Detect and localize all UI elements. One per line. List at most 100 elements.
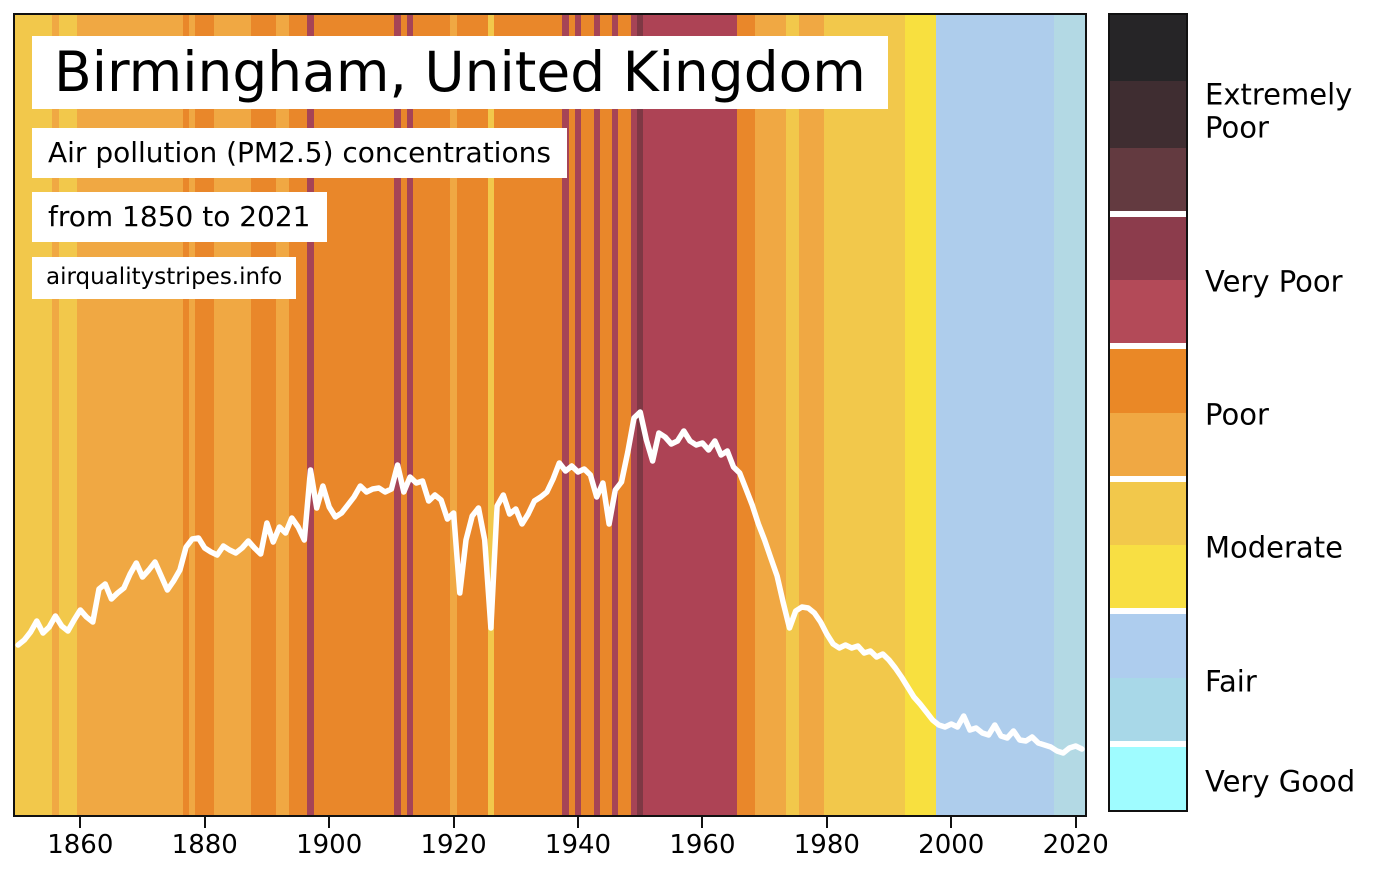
- year-stripe-1919: [444, 15, 452, 815]
- year-stripe-1882: [214, 15, 221, 815]
- year-stripe-1932: [525, 15, 532, 815]
- year-stripe-2014: [1035, 15, 1043, 815]
- year-stripe-2013: [1029, 15, 1036, 815]
- year-stripe-1903: [344, 15, 352, 815]
- chart-subtitle: Air pollution (PM2.5) concentrations: [32, 128, 567, 178]
- x-tick-mark-1920: [452, 817, 455, 828]
- year-stripe-2008: [997, 15, 1005, 815]
- year-stripe-1935: [543, 15, 551, 815]
- year-stripe-1957: [680, 15, 688, 815]
- year-stripe-1892: [276, 15, 284, 815]
- source-url: airqualitystripes.info: [32, 257, 297, 299]
- year-stripe-1871: [145, 15, 153, 815]
- year-stripe-1961: [705, 15, 713, 815]
- year-stripe-1999: [941, 15, 949, 815]
- year-stripe-1973: [780, 15, 787, 815]
- year-stripe-1945: [605, 15, 613, 815]
- year-stripe-1984: [848, 15, 856, 815]
- year-stripe-1993: [904, 15, 912, 815]
- year-stripe-1926: [487, 15, 495, 815]
- year-stripe-1965: [730, 15, 738, 815]
- colorbar-segment-5: [1110, 346, 1186, 413]
- year-stripe-1920: [450, 15, 458, 815]
- colorbar-segment-2: [1110, 147, 1186, 214]
- year-stripe-1897: [307, 15, 315, 815]
- year-stripe-1986: [861, 15, 868, 815]
- year-stripe-1878: [189, 15, 196, 815]
- year-stripe-1964: [724, 15, 731, 815]
- legend-label-moderate: Moderate: [1205, 530, 1343, 565]
- year-stripe-1981: [829, 15, 837, 815]
- year-stripe-1972: [773, 15, 781, 815]
- year-stripe-1967: [742, 15, 750, 815]
- year-stripe-1888: [251, 15, 259, 815]
- year-stripe-1912: [400, 15, 408, 815]
- year-stripe-1940: [574, 15, 582, 815]
- year-stripe-2016: [1047, 15, 1055, 815]
- year-stripe-2002: [960, 15, 968, 815]
- colorbar-segment-8: [1110, 545, 1186, 612]
- x-tick-mark-1900: [328, 817, 331, 828]
- year-stripe-1860: [77, 15, 85, 815]
- year-stripe-2012: [1022, 15, 1030, 815]
- colorbar-segment-10: [1110, 677, 1186, 744]
- year-stripe-1960: [699, 15, 707, 815]
- year-stripe-1904: [350, 15, 358, 815]
- year-stripe-1899: [319, 15, 327, 815]
- year-stripe-1917: [431, 15, 439, 815]
- year-stripe-1884: [226, 15, 234, 815]
- year-stripe-1858: [64, 15, 72, 815]
- year-stripe-1956: [674, 15, 682, 815]
- year-stripe-2010: [1010, 15, 1018, 815]
- year-stripe-1898: [313, 15, 321, 815]
- year-stripe-1862: [89, 15, 97, 815]
- year-stripe-1923: [469, 15, 476, 815]
- year-stripe-1934: [537, 15, 545, 815]
- year-stripe-1997: [929, 15, 937, 815]
- year-stripe-1885: [232, 15, 240, 815]
- x-tick-label-1880: 1880: [171, 830, 238, 860]
- year-stripe-1856: [52, 15, 60, 815]
- year-stripe-1889: [257, 15, 265, 815]
- year-stripe-2021: [1078, 15, 1085, 815]
- year-stripe-1876: [176, 15, 184, 815]
- year-stripe-2007: [991, 15, 999, 815]
- year-stripe-1906: [363, 15, 371, 815]
- x-tick-label-2000: 2000: [918, 830, 985, 860]
- year-stripe-1963: [717, 15, 725, 815]
- legend-label-extremely-poor: Extremely Poor: [1205, 77, 1353, 145]
- year-stripe-1953: [655, 15, 663, 815]
- year-stripe-2005: [979, 15, 987, 815]
- year-stripe-1937: [556, 15, 564, 815]
- colorbar-segment-9: [1110, 611, 1186, 678]
- year-stripe-1976: [798, 15, 806, 815]
- year-stripe-1907: [369, 15, 377, 815]
- year-stripe-1868: [126, 15, 134, 815]
- year-stripe-1886: [238, 15, 246, 815]
- year-stripe-1859: [70, 15, 78, 815]
- colorbar-segment-0: [1110, 15, 1186, 82]
- year-stripe-1954: [661, 15, 669, 815]
- x-tick-label-1920: 1920: [420, 830, 487, 860]
- year-stripe-1895: [294, 15, 302, 815]
- year-stripe-1852: [27, 15, 35, 815]
- year-stripe-1966: [736, 15, 744, 815]
- year-stripe-1992: [898, 15, 906, 815]
- year-stripe-1974: [786, 15, 794, 815]
- year-stripe-1996: [923, 15, 931, 815]
- chart-title: Birmingham, United Kingdom: [32, 36, 888, 110]
- year-stripe-1883: [220, 15, 228, 815]
- plot-area: [13, 13, 1087, 817]
- year-stripe-1854: [39, 15, 47, 815]
- year-stripe-1881: [207, 15, 215, 815]
- year-stripe-1901: [332, 15, 340, 815]
- x-tick-label-1860: 1860: [47, 830, 114, 860]
- year-stripe-1894: [288, 15, 296, 815]
- year-stripe-2017: [1053, 15, 1061, 815]
- x-tick-label-1980: 1980: [793, 830, 860, 860]
- year-stripe-2011: [1016, 15, 1024, 815]
- year-stripe-1989: [879, 15, 887, 815]
- year-stripe-1941: [581, 15, 588, 815]
